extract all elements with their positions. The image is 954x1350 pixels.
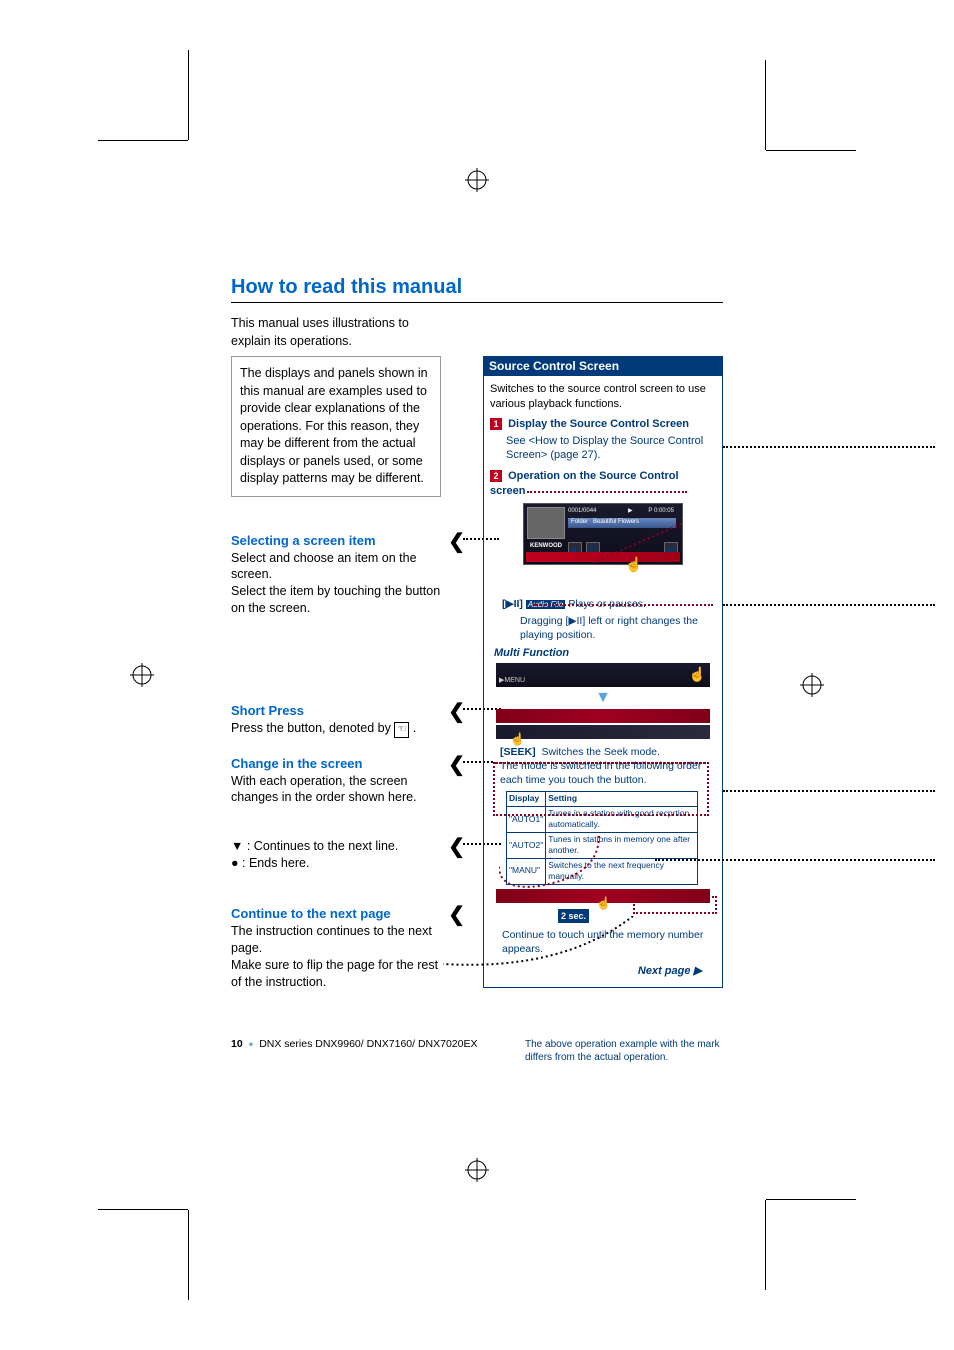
page-title: How to read this manual (231, 276, 723, 303)
step-title: Operation on the Source Control screen (490, 470, 679, 497)
hand-cursor-icon: ☝ (596, 895, 611, 911)
track-counter: 0001/0044 (568, 507, 596, 515)
legend-item: ● : Ends here. (231, 855, 441, 872)
footer-models: DNX series DNX9960/ DNX7160/ DNX7020EX (259, 1038, 477, 1050)
highlight-box (633, 896, 717, 914)
registration-mark-icon (465, 1158, 489, 1182)
footer-dot-icon: ● (249, 1040, 254, 1049)
function-strip: ☝ (496, 725, 710, 739)
callout-dots (533, 604, 713, 606)
arrow-down-icon: ▼ (490, 687, 716, 709)
highlight-box (493, 762, 709, 816)
multi-function-label: Multi Function (494, 646, 716, 661)
diagonal-dots (443, 916, 643, 976)
page-number: 10 (231, 1038, 243, 1050)
crop-mark (188, 50, 189, 140)
brand-label: KENWOOD (530, 542, 562, 550)
play-time: P 0:00:05 (648, 507, 674, 515)
diagonal-dots (593, 523, 683, 563)
step-number-badge: 2 (490, 470, 502, 482)
section-heading: Selecting a screen item (231, 533, 441, 548)
function-strip (496, 709, 710, 723)
section-body: Select the item by touching the button o… (231, 583, 441, 617)
crop-mark (98, 1209, 188, 1210)
section-body: Make sure to flip the page for the rest … (231, 957, 441, 991)
step-row: 1 Display the Source Control Screen (490, 417, 716, 432)
crop-mark (766, 150, 856, 151)
crop-mark (188, 1210, 189, 1300)
step-title: Display the Source Control Screen (508, 418, 689, 430)
callout-dots (723, 790, 935, 792)
hand-cursor-icon: ☝ (689, 665, 706, 684)
disclaimer-text: The above operation example with the mar… (525, 1038, 723, 1064)
callout-dots (527, 491, 687, 493)
intro-text: This manual uses illustrations to explai… (231, 315, 441, 350)
device-screenshot: 0001/0044 P 0:00:05 ▶ Folder Beautiful F… (523, 503, 683, 591)
panel-lead: Switches to the source control screen to… (490, 382, 716, 412)
step-row: 2 Operation on the Source Control screen (490, 469, 716, 499)
section-body: The instruction continues to the next pa… (231, 923, 441, 957)
section-heading: Short Press (231, 703, 441, 718)
callout-arrow-icon: ❮ (448, 752, 465, 777)
section-heading: Continue to the next page (231, 906, 441, 921)
curve-dots (499, 836, 619, 896)
callout-arrow-icon: ❮ (448, 529, 465, 554)
registration-mark-icon (130, 663, 154, 687)
crop-mark (766, 1199, 856, 1200)
callout-dots (723, 446, 935, 448)
callout-dots (655, 859, 935, 861)
hand-icon: ☜ (394, 722, 409, 738)
registration-mark-icon (465, 168, 489, 192)
callout-arrow-icon: ❮ (448, 834, 465, 859)
info-box: The displays and panels shown in this ma… (231, 356, 441, 497)
crop-mark (765, 1200, 766, 1290)
step-number-badge: 1 (490, 418, 502, 430)
page-footer: 10 ● DNX series DNX9960/ DNX7160/ DNX702… (231, 1038, 478, 1064)
function-strip: ▶MENU ☝ (496, 663, 710, 687)
registration-mark-icon (800, 673, 824, 697)
play-icon: ▶ (628, 507, 633, 515)
section-body: With each operation, the screen changes … (231, 773, 441, 807)
callout-dots (495, 762, 709, 764)
section-heading: Change in the screen (231, 756, 441, 771)
drag-note: Dragging [▶II] left or right changes the… (520, 614, 710, 642)
section-body: Select and choose an item on the screen. (231, 550, 441, 584)
panel-header: Source Control Screen (483, 356, 723, 376)
legend-item: ▼ : Continues to the next line. (231, 838, 441, 855)
source-control-panel: Source Control Screen Switches to the so… (483, 356, 723, 988)
step-body: See <How to Display the Source Control S… (506, 434, 716, 464)
crop-mark (98, 140, 188, 141)
section-body: Press the button, denoted by ☜ . (231, 720, 441, 738)
callout-dots (723, 604, 935, 606)
crop-mark (765, 60, 766, 150)
callout-arrow-icon: ❮ (448, 699, 465, 724)
hand-cursor-icon: ☝ (510, 731, 525, 747)
